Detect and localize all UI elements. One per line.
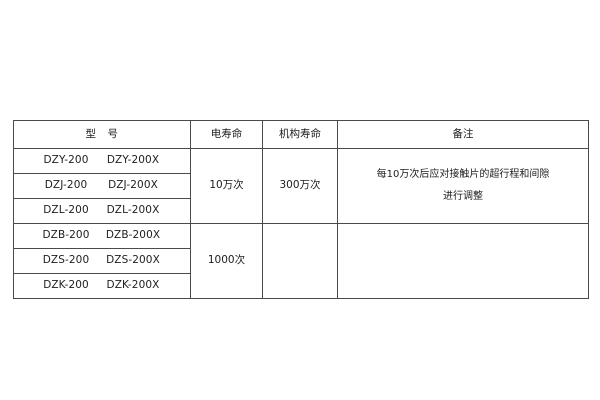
column-header-electrical-life: 电寿命 <box>190 120 263 149</box>
model-pair: DZY-200 DZY-200X <box>14 154 190 167</box>
electrical-life-value: 1000次 <box>207 254 246 267</box>
mechanical-life-cell-empty <box>262 223 338 299</box>
column-header-model-char-2: 号 <box>107 127 119 140</box>
model-pair: DZS-200 DZS-200X <box>14 254 190 267</box>
model-code-variant: DZY-200X <box>106 154 160 167</box>
remark-cell-empty <box>337 223 589 299</box>
model-code-primary: DZS-200 <box>42 254 90 267</box>
remark-text: 每10万次后应对接触片的超行程和间隙 进行调整 <box>338 164 588 208</box>
electrical-life-value: 10万次 <box>209 179 244 192</box>
model-pair: DZK-200 DZK-200X <box>14 279 190 292</box>
model-code-primary: DZY-200 <box>43 154 89 167</box>
remark-line-1: 每10万次后应对接触片的超行程和间隙 <box>376 169 550 180</box>
table-row: DZS-200 DZS-200X <box>13 248 589 274</box>
model-cell: DZJ-200 DZJ-200X <box>13 173 191 199</box>
table-row: DZJ-200 DZJ-200X <box>13 173 589 199</box>
model-cell: DZY-200 DZY-200X <box>13 148 191 174</box>
column-header-model-char-1: 型 <box>85 127 97 140</box>
electrical-life-cell: 10万次 <box>190 148 263 224</box>
column-header-remark: 备注 <box>337 120 589 149</box>
model-pair: DZB-200 DZB-200X <box>14 229 190 242</box>
remark-line-2: 进行调整 <box>443 191 483 202</box>
model-code-primary: DZB-200 <box>42 229 90 242</box>
model-code-variant: DZB-200X <box>105 229 161 242</box>
model-code-primary: DZK-200 <box>43 279 89 292</box>
specification-table: 型号 电寿命 机构寿命 备注 DZY-200 DZY-200X <box>13 120 589 299</box>
table-row: DZY-200 DZY-200X 10万次 300万次 每10万次后应对接触片的… <box>13 148 589 224</box>
model-pair: DZJ-200 DZJ-200X <box>14 179 190 192</box>
mechanical-life-value: 300万次 <box>279 179 321 192</box>
mechanical-life-cell: 300万次 <box>262 148 338 224</box>
model-cell: DZB-200 DZB-200X <box>13 223 191 249</box>
table-row: DZB-200 DZB-200X 1000次 <box>13 223 589 299</box>
remark-cell: 每10万次后应对接触片的超行程和间隙 进行调整 <box>337 148 589 224</box>
model-pair: DZL-200 DZL-200X <box>14 204 190 217</box>
table-row: DZK-200 DZK-200X <box>13 273 589 299</box>
model-code-variant: DZS-200X <box>106 254 160 267</box>
model-code-variant: DZK-200X <box>106 279 160 292</box>
model-cell: DZK-200 DZK-200X <box>13 273 191 299</box>
model-code-variant: DZL-200X <box>106 204 160 217</box>
column-header-model-label: 型号 <box>86 128 119 141</box>
electrical-life-cell: 1000次 <box>190 223 263 299</box>
column-header-mechanical-life: 机构寿命 <box>262 120 338 149</box>
model-code-primary: DZJ-200 <box>44 179 88 192</box>
model-code-variant: DZJ-200X <box>108 179 158 192</box>
model-code-primary: DZL-200 <box>43 204 89 217</box>
table-header-row: 型号 电寿命 机构寿命 备注 <box>13 120 589 149</box>
table-row: DZL-200 DZL-200X <box>13 198 589 224</box>
specification-table-container: 型号 电寿命 机构寿命 备注 DZY-200 DZY-200X <box>13 120 589 299</box>
model-cell: DZS-200 DZS-200X <box>13 248 191 274</box>
model-cell: DZL-200 DZL-200X <box>13 198 191 224</box>
column-header-model: 型号 <box>13 120 191 149</box>
